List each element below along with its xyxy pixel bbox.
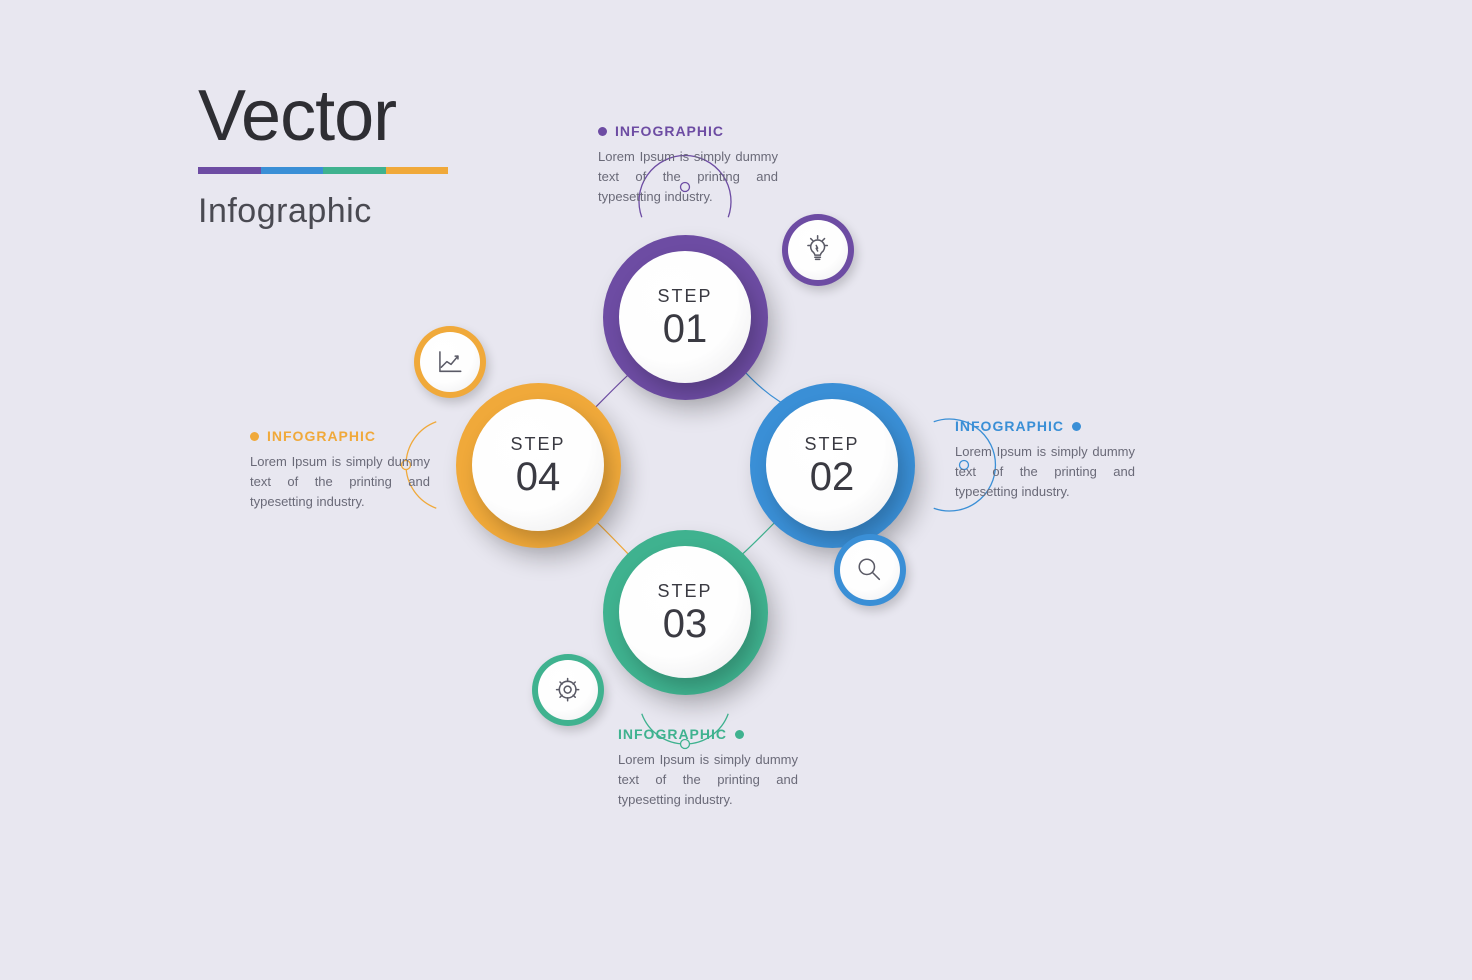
step-label-3: STEP — [657, 581, 712, 602]
step-label-1: STEP — [657, 286, 712, 307]
step-heading-text-4: INFOGRAPHIC — [267, 428, 376, 444]
step-text-4: INFOGRAPHIC Lorem Ipsum is simply dummy t… — [250, 428, 430, 512]
step-heading-text-2: INFOGRAPHIC — [955, 418, 1064, 434]
bullet-2 — [1072, 422, 1081, 431]
step-body-4: Lorem Ipsum is simply dummy text of the … — [250, 452, 430, 512]
gear-icon — [538, 660, 598, 720]
step-heading-4: INFOGRAPHIC — [250, 428, 430, 444]
step-body-1: Lorem Ipsum is simply dummy text of the … — [598, 147, 778, 207]
title-main: Vector — [198, 75, 448, 157]
step-text-3: INFOGRAPHIC Lorem Ipsum is simply dummy t… — [618, 726, 798, 810]
lightbulb-icon — [788, 220, 848, 280]
step-label-2: STEP — [804, 434, 859, 455]
bullet-3 — [735, 730, 744, 739]
step-body-3: Lorem Ipsum is simply dummy text of the … — [618, 750, 798, 810]
step-circle-1: STEP01 — [603, 235, 768, 400]
gear-icon-circle — [532, 654, 604, 726]
step-heading-1: INFOGRAPHIC — [598, 123, 778, 139]
title-sub: Infographic — [198, 192, 448, 231]
step-heading-2: INFOGRAPHIC — [955, 418, 1135, 434]
title-color-bar — [198, 167, 448, 174]
step-circle-2: STEP02 — [750, 383, 915, 548]
bar-segment-2 — [261, 167, 324, 174]
chart-icon-circle — [414, 326, 486, 398]
bar-segment-1 — [198, 167, 261, 174]
title-block: Vector Infographic — [198, 75, 448, 231]
step-label-4: STEP — [510, 434, 565, 455]
bullet-4 — [250, 432, 259, 441]
search-icon — [840, 540, 900, 600]
search-icon-circle — [834, 534, 906, 606]
lightbulb-icon-circle — [782, 214, 854, 286]
bullet-1 — [598, 127, 607, 136]
step-text-2: INFOGRAPHIC Lorem Ipsum is simply dummy t… — [955, 418, 1135, 502]
step-number-2: 02 — [810, 457, 855, 497]
chart-icon — [420, 332, 480, 392]
step-text-1: INFOGRAPHIC Lorem Ipsum is simply dummy t… — [598, 123, 778, 207]
step-number-3: 03 — [663, 604, 708, 644]
step-heading-text-3: INFOGRAPHIC — [618, 726, 727, 742]
step-circle-3: STEP03 — [603, 530, 768, 695]
step-number-1: 01 — [663, 309, 708, 349]
step-circle-4: STEP04 — [456, 383, 621, 548]
step-heading-text-1: INFOGRAPHIC — [615, 123, 724, 139]
step-number-4: 04 — [516, 457, 561, 497]
step-body-2: Lorem Ipsum is simply dummy text of the … — [955, 442, 1135, 502]
infographic-canvas: Vector Infographic STEP01 INFOGRAPHICLor… — [0, 0, 1472, 980]
bar-segment-3 — [323, 167, 386, 174]
bar-segment-4 — [386, 167, 449, 174]
step-heading-3: INFOGRAPHIC — [618, 726, 798, 742]
